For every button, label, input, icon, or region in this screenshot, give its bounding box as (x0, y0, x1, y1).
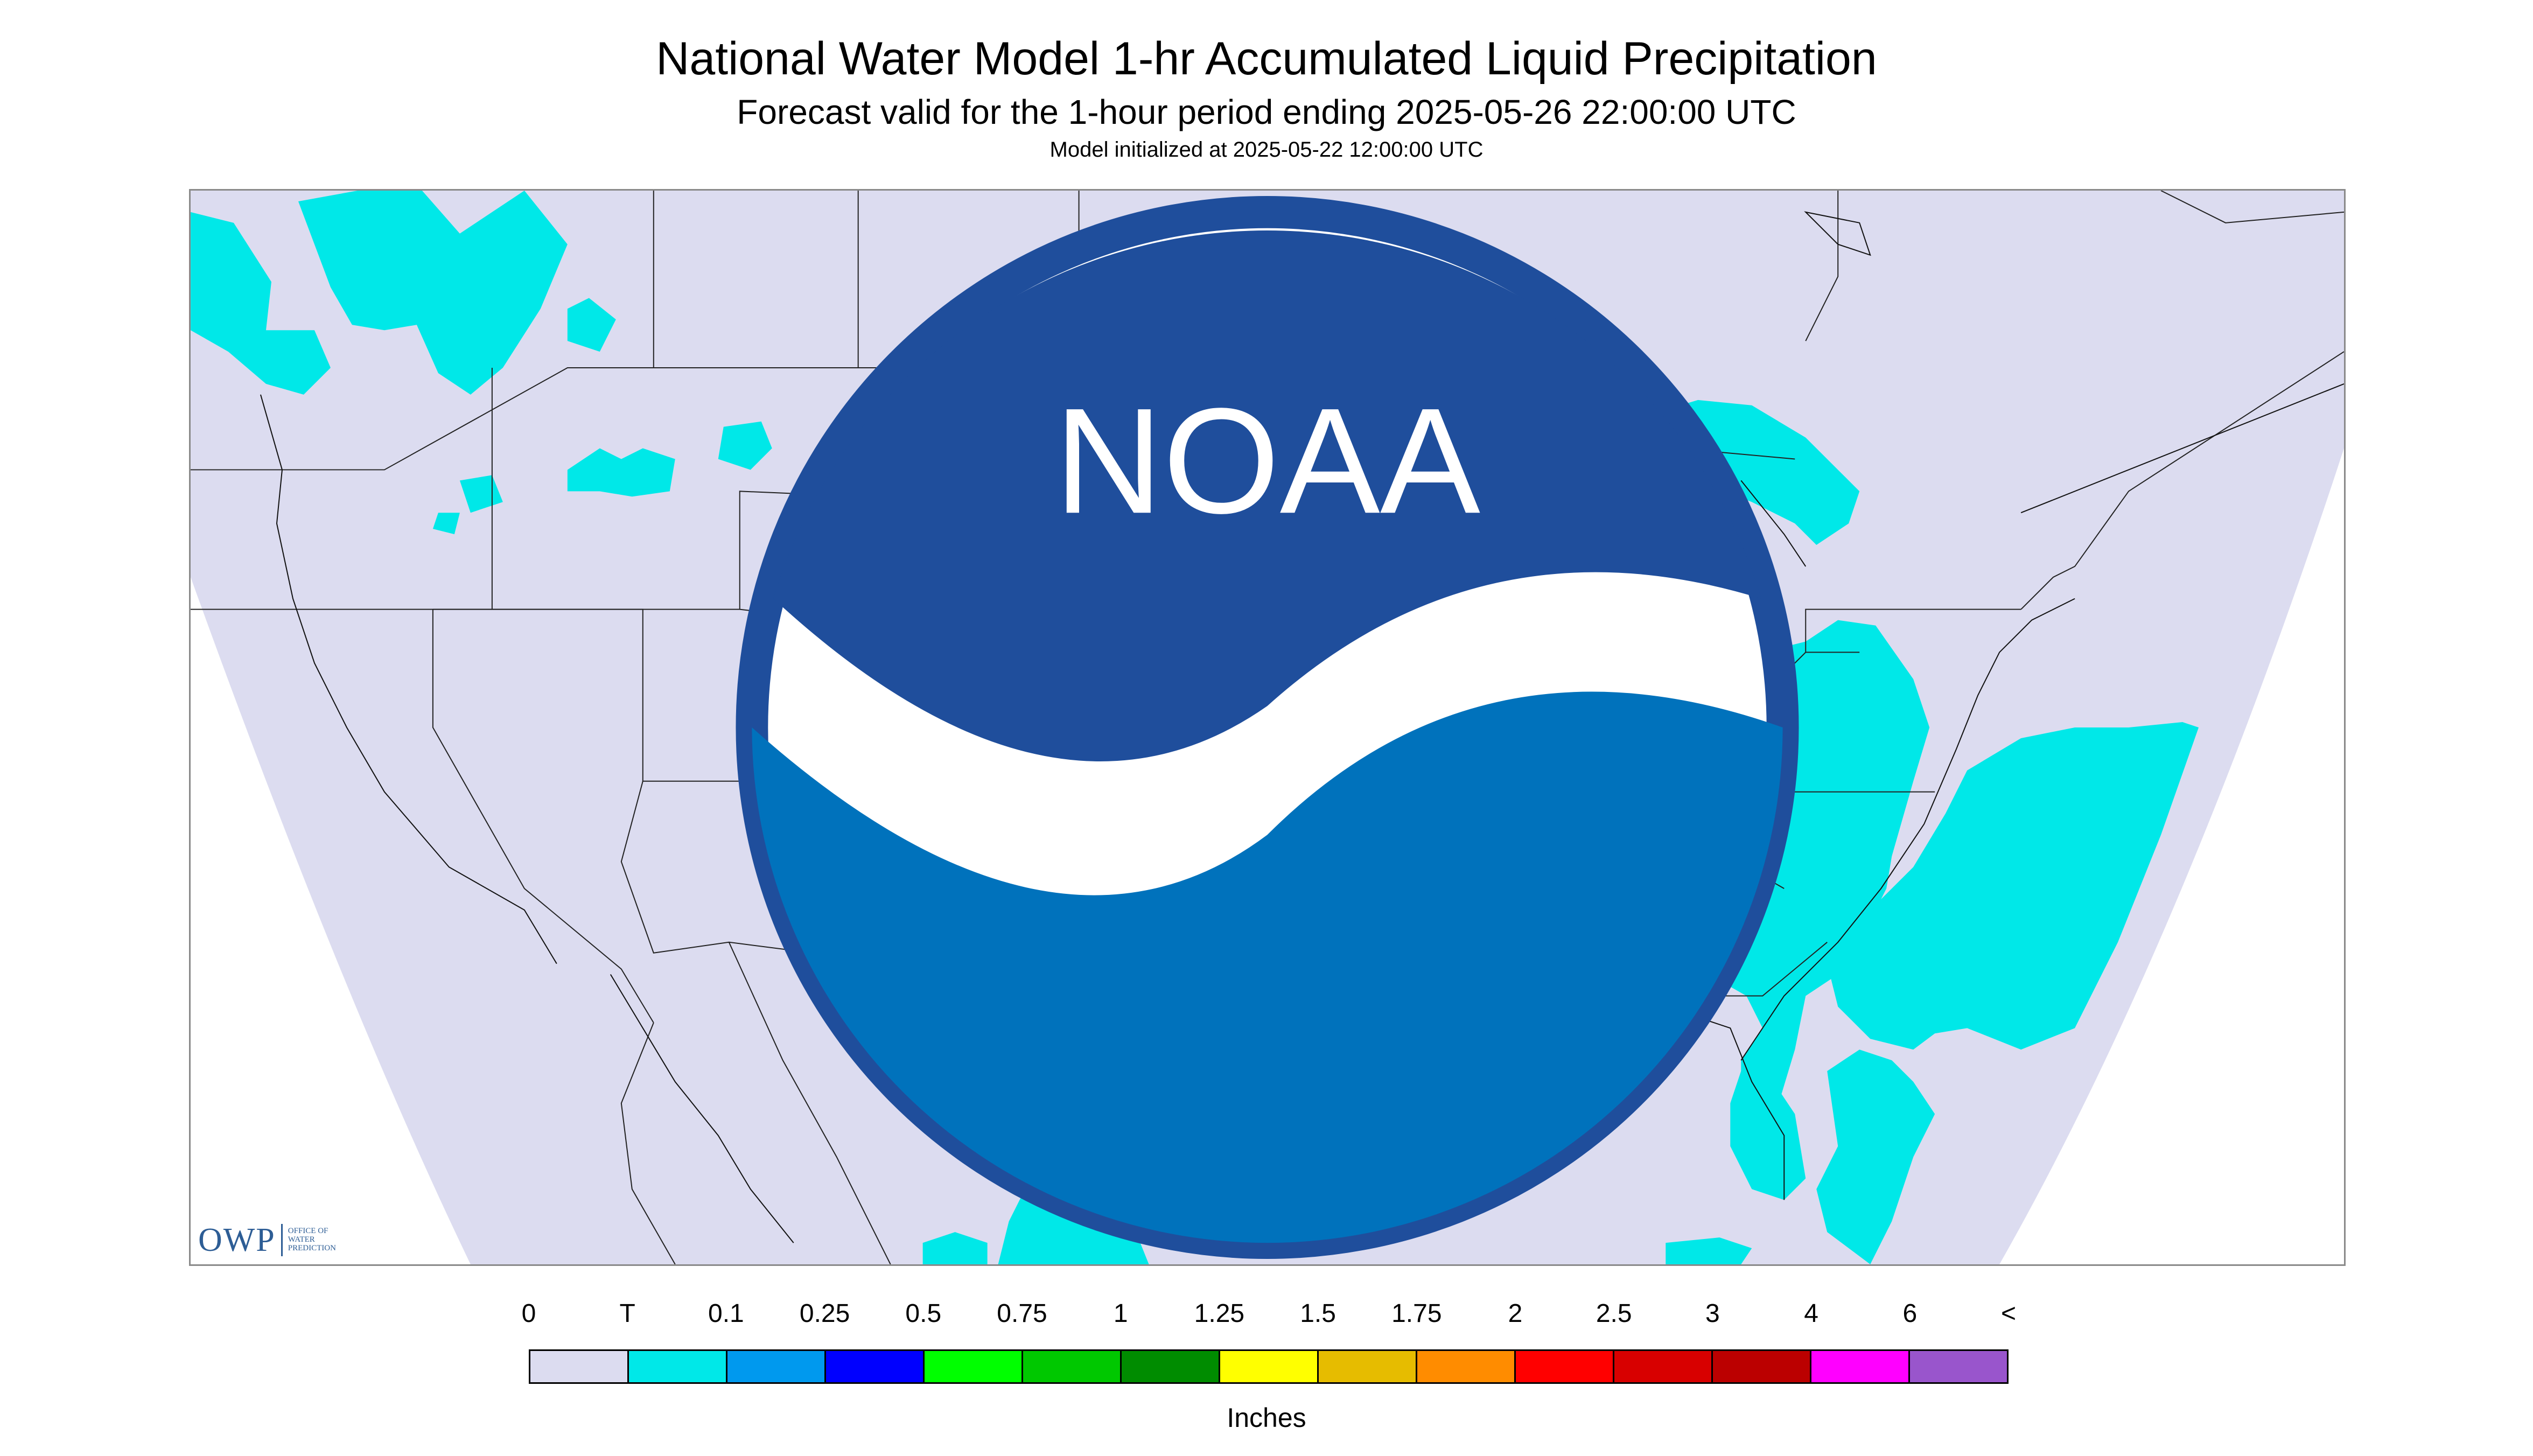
owp-logo-text: OFFICE OF WATER PREDICTION (288, 1227, 336, 1252)
legend-tick-label: 3 (1705, 1299, 1720, 1328)
legend-swatch (727, 1351, 826, 1382)
legend-tick-label: 0.5 (905, 1299, 942, 1328)
legend-swatch (1811, 1351, 1910, 1382)
legend-units-label: Inches (1227, 1403, 1306, 1433)
legend-tick-label: < (2000, 1299, 2017, 1328)
map-panel: OWP OFFICE OF WATER PREDICTION NOAA (189, 189, 2346, 1266)
legend-swatch (1516, 1351, 1614, 1382)
forecast-valid-subtitle: Forecast valid for the 1-hour period end… (737, 93, 1796, 131)
legend-tick-label: 6 (1902, 1299, 1918, 1328)
owp-logo-line3: PREDICTION (288, 1243, 336, 1252)
legend-colorbar (529, 1349, 2009, 1384)
legend-tick-label: 1.5 (1300, 1299, 1336, 1328)
legend-tick-label: T (619, 1299, 635, 1328)
legend-swatch (1319, 1351, 1417, 1382)
legend-tick-label: 2.5 (1596, 1299, 1632, 1328)
legend-tick-label: 0.25 (799, 1299, 850, 1328)
noaa-logo: NOAA (736, 195, 1799, 1259)
model-init-line: Model initialized at 2025-05-22 12:00:00… (1049, 138, 1484, 162)
legend-tick-label: 2 (1508, 1299, 1523, 1328)
legend-tick-label: 0.1 (708, 1299, 744, 1328)
legend-swatch (826, 1351, 925, 1382)
owp-logo-line1: OFFICE OF (288, 1227, 328, 1236)
legend-swatch (1417, 1351, 1516, 1382)
legend-swatch (530, 1351, 629, 1382)
legend-swatch (1713, 1351, 1811, 1382)
legend-tick-labels: 0 T 0.1 0.25 0.5 0.75 1 1.25 1.5 1.75 2 2.5 3 4 6 < (522, 1299, 2016, 1339)
legend-swatch (629, 1351, 727, 1382)
owp-logo-letters: OWP (198, 1222, 276, 1258)
legend-tick-label: 1 (1113, 1299, 1128, 1328)
legend-tick-label: 0.75 (997, 1299, 1047, 1328)
legend-swatch (1614, 1351, 1713, 1382)
legend-tick-label: 1.25 (1194, 1299, 1245, 1328)
legend-tick-label: 4 (1804, 1299, 1818, 1328)
legend-swatch (1910, 1351, 2007, 1382)
owp-logo: OWP OFFICE OF WATER PREDICTION (198, 1223, 336, 1257)
legend-swatch (925, 1351, 1023, 1382)
legend-tick-label: 1.75 (1391, 1299, 1442, 1328)
legend-tick-label: 0 (521, 1299, 536, 1328)
legend-swatch (1122, 1351, 1220, 1382)
owp-logo-line2: WATER (288, 1235, 315, 1244)
page-title: National Water Model 1-hr Accumulated Li… (656, 33, 1877, 85)
legend-swatch (1220, 1351, 1319, 1382)
owp-logo-divider (281, 1224, 283, 1256)
noaa-logo-text: NOAA (1054, 377, 1481, 545)
legend-swatch (1023, 1351, 1122, 1382)
